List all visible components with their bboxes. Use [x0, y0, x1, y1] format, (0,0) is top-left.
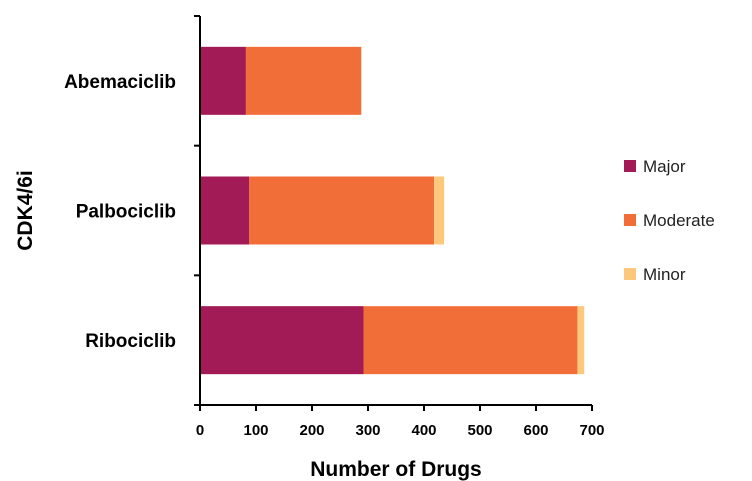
- x-tick-label: 600: [523, 422, 548, 439]
- bar-segment-moderate-ribociclib: [363, 306, 578, 375]
- bar-segment-major-abemaciclib: [200, 46, 246, 115]
- bar-segment-major-palbociclib: [200, 176, 250, 245]
- category-label: Ribociclib: [85, 331, 176, 352]
- legend-swatch-moderate: [624, 214, 636, 226]
- axes-group: [199, 16, 592, 406]
- legend-label-minor: Minor: [643, 265, 686, 284]
- x-tick-label: 300: [355, 422, 380, 439]
- bar-segment-major-ribociclib: [200, 306, 364, 375]
- category-labels: Abemaciclib Palbociclib Ribociclib: [64, 72, 176, 352]
- legend: Major Moderate Minor: [624, 157, 715, 284]
- x-tick-label: 500: [467, 422, 492, 439]
- x-tick-label: 700: [579, 422, 604, 439]
- legend-swatch-major: [624, 160, 636, 172]
- bar-segment-moderate-abemaciclib: [245, 46, 362, 115]
- bar-segment-minor-palbociclib: [434, 176, 445, 245]
- x-axis-title: Number of Drugs: [310, 458, 482, 481]
- bar-segment-minor-ribociclib: [577, 306, 585, 375]
- y-axis-title: CDK4/6i: [14, 170, 37, 251]
- x-tick-label: 0: [196, 422, 204, 439]
- ticks-group: 0 100 200 300 400 500 600 700: [194, 15, 605, 439]
- bars-group: [200, 46, 585, 375]
- x-tick-label: 100: [243, 422, 268, 439]
- legend-label-major: Major: [643, 157, 686, 176]
- legend-label-moderate: Moderate: [643, 211, 715, 230]
- bar-segment-moderate-palbociclib: [249, 176, 435, 245]
- category-label: Palbociclib: [76, 202, 176, 223]
- category-label: Abemaciclib: [64, 72, 176, 93]
- x-tick-label: 400: [411, 422, 436, 439]
- x-tick-label: 200: [299, 422, 324, 439]
- legend-swatch-minor: [624, 268, 636, 280]
